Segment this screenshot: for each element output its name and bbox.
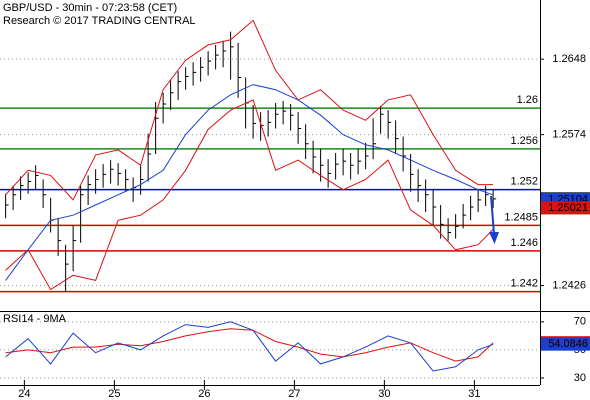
price-bar [432, 189, 437, 226]
price-marker [541, 337, 590, 351]
price-bar [290, 104, 294, 131]
price-bar [492, 189, 497, 209]
x-tick-label: 27 [288, 388, 300, 400]
price-bar [312, 140, 317, 174]
level-label: 1.242 [510, 278, 538, 290]
forecast-arrow [490, 195, 495, 235]
price-bar [20, 176, 24, 200]
price-bar [462, 203, 467, 229]
chart-title: GBP/USD - 30min - 07:23:58 (CET) [3, 2, 177, 14]
price-bar [200, 57, 204, 82]
price-bar [95, 169, 99, 194]
price-bar [207, 50, 212, 76]
rsi-title: RSI14 - 9MA [3, 313, 67, 325]
indicator-line [5, 321, 494, 372]
price-bar [320, 148, 324, 182]
price-bar [117, 163, 122, 186]
level-label: 1.252 [510, 176, 538, 188]
price-bar [110, 160, 114, 184]
price-bar [27, 172, 32, 194]
price-bar [72, 225, 77, 272]
price-bar [102, 164, 107, 188]
price-bar [5, 193, 9, 219]
price-bar [372, 118, 377, 160]
indicator-line [5, 19, 494, 201]
x-tick-label: 26 [198, 388, 210, 400]
price-bar [42, 179, 47, 209]
price-bar [425, 179, 429, 213]
price-bar [402, 136, 407, 172]
y-tick-label: 1.2648 [552, 53, 586, 65]
indicator-line [5, 84, 494, 281]
chart-subtitle: Research © 2017 TRADING CENTRAL [3, 15, 196, 27]
price-bar [297, 112, 302, 144]
price-bar [57, 218, 62, 256]
price-bar [192, 62, 197, 86]
price-bar [125, 169, 129, 192]
price-bar [395, 120, 399, 154]
price-bar [417, 169, 422, 202]
price-bar [12, 185, 17, 211]
price-bar [342, 148, 347, 176]
price-bar [170, 79, 174, 111]
level-label: 1.2485 [504, 211, 538, 223]
price-bar [215, 44, 219, 70]
price-bar [350, 152, 354, 180]
y-tick-label: 70 [574, 316, 586, 328]
price-bar [252, 105, 257, 139]
price-marker-label: 1.25021 [548, 202, 588, 214]
plot-layer: 1.2648 1.2574 1.2426 1.26 1.256 1.252 1.2485 1.… [0, 19, 590, 400]
price-bar [327, 159, 332, 188]
price-bar [470, 195, 474, 221]
price-bar [357, 148, 362, 175]
price-bar [267, 110, 272, 137]
level-label: 1.26 [517, 94, 538, 106]
price-marker [541, 201, 590, 215]
price-bar [455, 214, 459, 239]
y-tick-label: 1.2426 [552, 279, 586, 291]
price-bar [335, 152, 339, 180]
price-bar [140, 164, 144, 195]
price-bar [237, 42, 242, 98]
price-bar [80, 185, 84, 243]
price-bar [387, 110, 392, 139]
indicator-line [5, 99, 494, 291]
level-label: 1.246 [510, 237, 538, 249]
forecast-arrow-head [489, 232, 499, 244]
y-tick-label: 1.2574 [552, 129, 586, 141]
price-bar [282, 100, 287, 125]
price-bar [275, 102, 279, 129]
x-tick-label: 25 [108, 388, 120, 400]
price-bar [447, 218, 452, 241]
price-bar [185, 67, 189, 90]
price-bar [155, 101, 159, 154]
price-bar [87, 175, 92, 205]
price-bar [380, 106, 384, 134]
price-bar [365, 142, 369, 170]
price-bar [477, 189, 482, 213]
x-tick-label: 30 [378, 388, 390, 400]
price-bar [485, 185, 489, 206]
price-bar [177, 71, 182, 100]
price-bar [65, 244, 69, 292]
price-bar [35, 165, 39, 190]
price-marker-label: 54.0846 [548, 338, 588, 350]
x-tick-label: 31 [468, 388, 480, 400]
y-tick-label: 30 [574, 372, 586, 384]
price-bar [305, 124, 309, 160]
level-label: 1.256 [510, 135, 538, 147]
price-bar [162, 92, 167, 124]
price-bar [222, 40, 227, 68]
x-tick-label: 24 [18, 388, 30, 400]
